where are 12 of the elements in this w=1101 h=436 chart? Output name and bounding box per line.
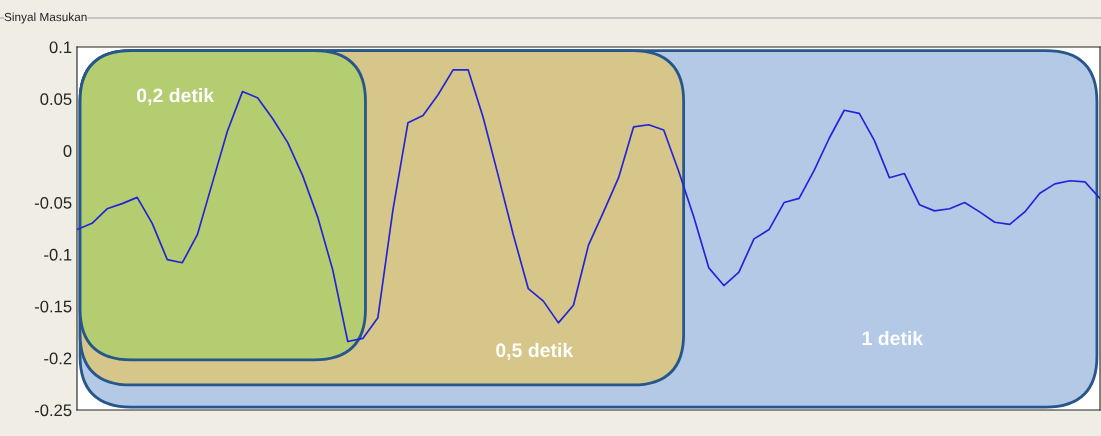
y-tick-label: 0.05: [40, 93, 72, 106]
y-tick-label: -0.2: [44, 352, 72, 365]
y-tick-label: -0.1: [44, 248, 72, 261]
y-tick-label: -0.05: [34, 196, 72, 209]
annotation: 1 detik: [862, 330, 924, 346]
annotation: 0,5 detik: [496, 342, 574, 360]
chart-title: Sinyal Masukan: [4, 12, 87, 24]
y-tick-label: -0.25: [34, 404, 72, 417]
y-tick-label: -0.15: [34, 300, 72, 313]
y-tick-label: 0.1: [49, 41, 72, 54]
annotation: 0,2 detik: [137, 88, 215, 106]
y-tick-label: 0: [63, 145, 72, 157]
